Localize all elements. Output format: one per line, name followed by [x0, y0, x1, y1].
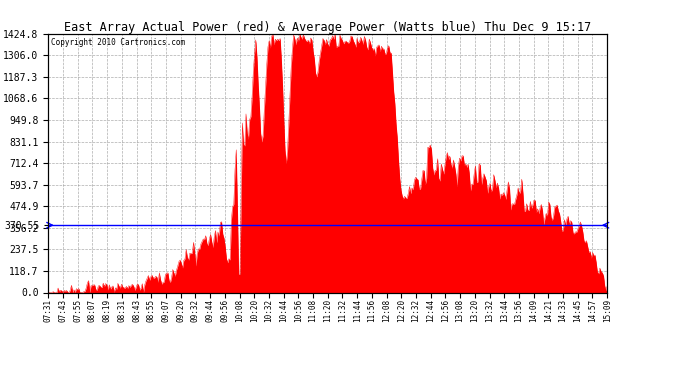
- Title: East Array Actual Power (red) & Average Power (Watts blue) Thu Dec 9 15:17: East Array Actual Power (red) & Average …: [64, 21, 591, 34]
- Text: Copyright 2010 Cartronics.com: Copyright 2010 Cartronics.com: [51, 38, 185, 46]
